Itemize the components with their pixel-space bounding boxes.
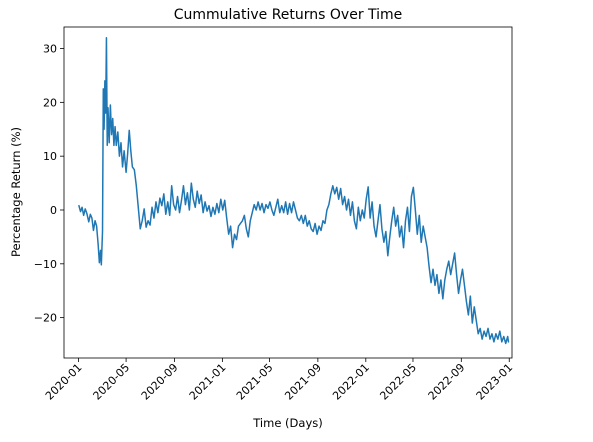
y-tick-label: 30 (43, 43, 57, 56)
x-axis: 2020-01 2020-05 2020-09 2021-01 2021-05 2021-… (43, 358, 515, 403)
x-axis-label: Time (Days) (252, 416, 322, 430)
plot-area (63, 26, 513, 359)
x-tick-label: 2021-09 (282, 361, 324, 403)
y-axis: 30 20 10 0 −10 −20 (34, 43, 64, 325)
y-tick-label: 10 (43, 150, 57, 163)
x-tick-label: 2020-05 (91, 361, 133, 403)
y-tick-label: −10 (34, 258, 57, 271)
x-tick-label: 2022-09 (426, 361, 468, 403)
x-tick-label: 2020-01 (43, 361, 85, 403)
series-line-cumulative-returns (78, 37, 510, 345)
y-tick-label: 20 (43, 96, 57, 109)
x-tick-label: 2020-09 (139, 361, 181, 403)
y-tick-label: 0 (50, 204, 57, 217)
x-tick-label: 2022-01 (330, 361, 372, 403)
y-tick-label: −20 (34, 312, 57, 325)
x-tick-label: 2022-05 (377, 361, 419, 403)
x-tick-label: 2021-01 (187, 361, 229, 403)
x-tick-label: 2023-01 (474, 361, 516, 403)
y-axis-label: Percentage Return (%) (9, 127, 23, 257)
axes-frame (63, 26, 513, 359)
chart-title: Cummulative Returns Over Time (174, 7, 403, 23)
x-tick-label: 2021-05 (234, 361, 276, 403)
